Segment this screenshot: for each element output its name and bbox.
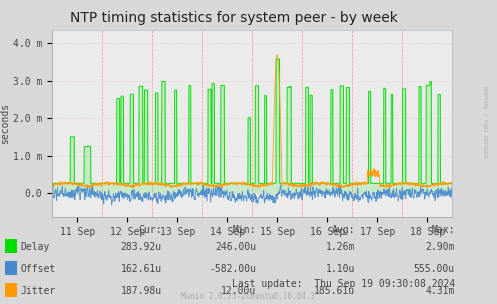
Text: Cur:: Cur: <box>138 225 162 235</box>
Text: Delay: Delay <box>21 242 50 252</box>
Text: RRDTOOL / TOBI OETIKER: RRDTOOL / TOBI OETIKER <box>482 86 487 157</box>
Text: 1.10u: 1.10u <box>326 264 355 274</box>
Text: Last update:  Thu Sep 19 09:30:08 2024: Last update: Thu Sep 19 09:30:08 2024 <box>232 279 455 289</box>
Text: 4.31m: 4.31m <box>425 286 455 295</box>
Text: NTP timing statistics for system peer - by week: NTP timing statistics for system peer - … <box>70 11 398 25</box>
Text: -582.00u: -582.00u <box>209 264 256 274</box>
Text: Avg:: Avg: <box>332 225 355 235</box>
Y-axis label: seconds: seconds <box>0 103 10 144</box>
Text: Min:: Min: <box>233 225 256 235</box>
Text: 555.00u: 555.00u <box>414 264 455 274</box>
Text: Offset: Offset <box>21 264 56 274</box>
Text: 1.26m: 1.26m <box>326 242 355 252</box>
Text: Munin 2.0.25-2ubuntu0.16.04.3: Munin 2.0.25-2ubuntu0.16.04.3 <box>181 292 316 301</box>
Text: 162.61u: 162.61u <box>120 264 162 274</box>
Text: Max:: Max: <box>431 225 455 235</box>
Text: Jitter: Jitter <box>21 286 56 295</box>
Text: 2.90m: 2.90m <box>425 242 455 252</box>
Text: 283.92u: 283.92u <box>120 242 162 252</box>
Text: 246.00u: 246.00u <box>215 242 256 252</box>
Text: 12.00u: 12.00u <box>221 286 256 295</box>
Text: 187.98u: 187.98u <box>120 286 162 295</box>
Text: 185.61u: 185.61u <box>314 286 355 295</box>
